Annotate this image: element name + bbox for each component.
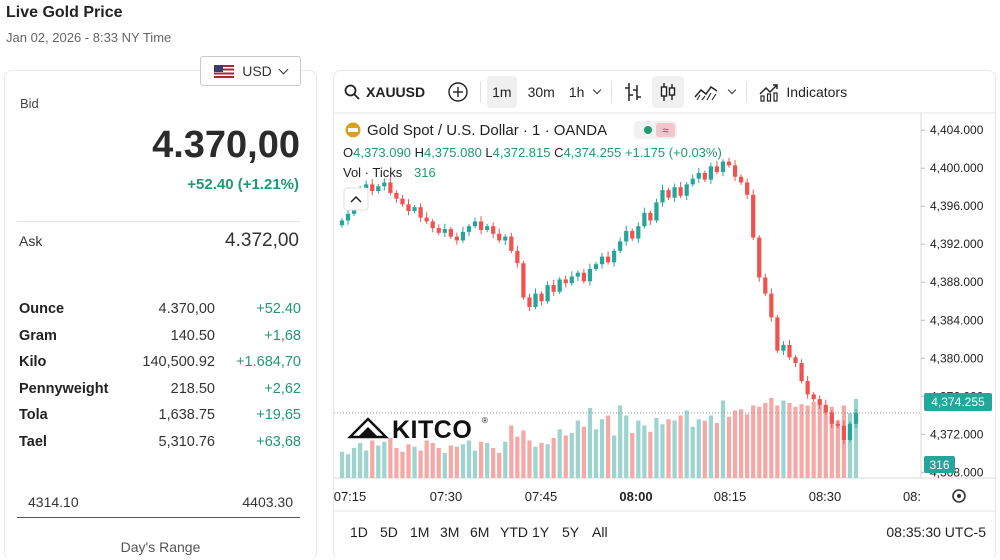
unit-change: +52.40 bbox=[256, 301, 301, 318]
range-bar bbox=[17, 517, 300, 518]
range-selector: 1D 5D 1M 3M 6M YTD 1Y 5Y All bbox=[350, 524, 608, 540]
page-title: Live Gold Price bbox=[6, 4, 123, 21]
unit-row-ounce: Ounce 4.370,00 +52.40 bbox=[19, 296, 302, 323]
interval-1h[interactable]: 1h bbox=[564, 76, 590, 108]
range-button-6m[interactable]: 6M bbox=[470, 524, 489, 540]
range-button-all[interactable]: All bbox=[592, 524, 608, 540]
unit-price: 5,310.76 bbox=[158, 433, 215, 450]
unit-change: +19,65 bbox=[256, 407, 301, 424]
page-subtitle: Jan 02, 2026 - 8:33 NY Time bbox=[6, 30, 172, 45]
symbol-search[interactable]: XAUUSD bbox=[334, 76, 430, 108]
range-button-1m[interactable]: 1M bbox=[410, 524, 429, 540]
unit-name: Pennyweight bbox=[19, 380, 109, 397]
range-low: 4314.10 bbox=[28, 494, 79, 510]
unit-price: 4.370,00 bbox=[158, 301, 215, 318]
unit-name: Kilo bbox=[19, 354, 47, 371]
chart-type-dropdown[interactable] bbox=[724, 76, 740, 108]
search-icon bbox=[344, 84, 360, 100]
unit-name: Tola bbox=[19, 407, 48, 424]
range-button-ytd[interactable]: YTD bbox=[500, 524, 528, 540]
ask-price: 4.372,00 bbox=[225, 230, 299, 251]
unit-price: 1,638.75 bbox=[158, 407, 215, 424]
chevron-down-icon bbox=[728, 85, 737, 95]
bars-icon bbox=[625, 83, 642, 101]
interval-label: 30m bbox=[527, 84, 555, 100]
currency-value: USD bbox=[242, 63, 272, 79]
chevron-down-icon bbox=[593, 85, 602, 95]
area-style-button[interactable] bbox=[688, 76, 724, 108]
bar-style-button[interactable] bbox=[618, 76, 648, 108]
unit-change: +1.684,70 bbox=[236, 354, 301, 371]
separator bbox=[611, 81, 613, 103]
compare-button[interactable] bbox=[442, 76, 474, 108]
interval-label: 1m bbox=[492, 84, 512, 100]
range-button-5d[interactable]: 5D bbox=[380, 524, 398, 540]
price-panel bbox=[4, 70, 317, 560]
bid-label: Bid bbox=[20, 96, 39, 111]
range-high: 4403.30 bbox=[242, 494, 293, 510]
range-button-1d[interactable]: 1D bbox=[350, 524, 368, 540]
candles-style-button[interactable] bbox=[652, 76, 685, 108]
ask-label: Ask bbox=[19, 233, 43, 249]
unit-price-table: Ounce 4.370,00 +52.40 Gram 140.50 +1,68 … bbox=[19, 296, 302, 455]
day-range-values: 4314.10 4403.30 bbox=[28, 494, 293, 510]
interval-label: 1h bbox=[568, 84, 585, 100]
page-header: Live Gold Price Jan 02, 2026 - 8:33 NY T… bbox=[6, 2, 171, 45]
unit-change: +2,62 bbox=[264, 380, 301, 397]
interval-dropdown[interactable] bbox=[589, 76, 605, 108]
indicators-icon bbox=[759, 84, 779, 102]
unit-change: +63,68 bbox=[256, 433, 301, 450]
area-chart-icon bbox=[694, 85, 718, 101]
unit-row-kilo: Kilo 140,500.92 +1.684,70 bbox=[19, 349, 302, 376]
indicators-label: Indicators bbox=[786, 84, 848, 100]
indicators-button[interactable]: Indicators bbox=[753, 76, 852, 108]
bid-price: 4.370,00 bbox=[152, 124, 300, 166]
range-label: Day's Range bbox=[120, 539, 201, 555]
interval-1m[interactable]: 1m bbox=[487, 76, 517, 108]
chart-toolbar: XAUUSD 1m 30m 1h bbox=[334, 72, 995, 112]
chart-panel bbox=[333, 70, 996, 560]
bid-change: +52.40 (+1.21%) bbox=[187, 176, 299, 193]
plus-circle-icon bbox=[448, 82, 468, 102]
divider bbox=[17, 221, 300, 222]
unit-row-tola: Tola 1,638.75 +19,65 bbox=[19, 402, 302, 429]
unit-name: Tael bbox=[19, 433, 47, 450]
range-button-3m[interactable]: 3M bbox=[440, 524, 459, 540]
range-button-1y[interactable]: 1Y bbox=[532, 524, 550, 540]
unit-change: +1,68 bbox=[264, 327, 301, 344]
symbol-label: XAUUSD bbox=[366, 84, 426, 100]
unit-row-gram: Gram 140.50 +1,68 bbox=[19, 323, 302, 350]
us-flag-icon bbox=[214, 64, 235, 78]
unit-price: 140,500.92 bbox=[142, 354, 215, 371]
separator bbox=[746, 81, 748, 103]
unit-name: Ounce bbox=[19, 301, 65, 318]
unit-name: Gram bbox=[19, 327, 57, 344]
separator bbox=[480, 81, 482, 103]
unit-price: 218.50 bbox=[170, 380, 215, 397]
unit-row-tael: Tael 5,310.76 +63,68 bbox=[19, 429, 302, 456]
candles-icon bbox=[661, 83, 676, 101]
unit-row-pennyweight: Pennyweight 218.50 +2,62 bbox=[19, 376, 302, 403]
unit-price: 140.50 bbox=[170, 327, 215, 344]
interval-30m[interactable]: 30m bbox=[523, 76, 560, 108]
range-button-5y[interactable]: 5Y bbox=[562, 524, 580, 540]
currency-select[interactable]: USD bbox=[200, 56, 301, 86]
chevron-down-icon bbox=[278, 64, 289, 74]
